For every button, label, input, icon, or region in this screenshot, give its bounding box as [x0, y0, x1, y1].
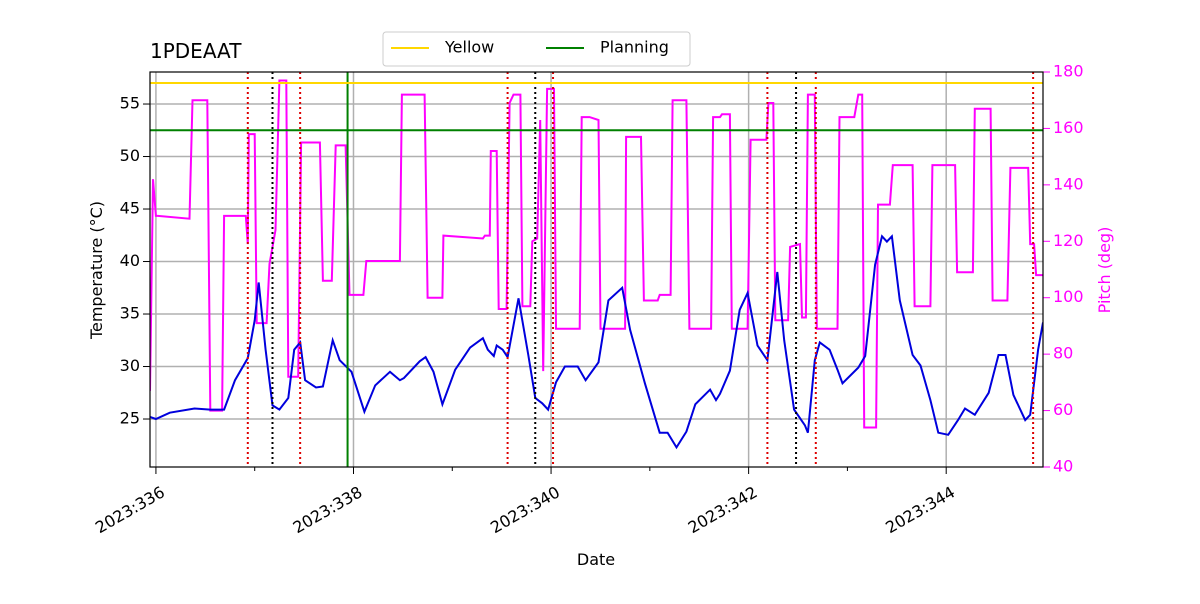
- x-tick-label: 2023:338: [290, 482, 366, 537]
- legend-box: [382, 31, 691, 67]
- x-tick-label: 2023:342: [685, 482, 761, 537]
- y2-tick-label: 120: [1053, 231, 1084, 250]
- y-tick-label: 40: [120, 251, 140, 270]
- data-line: [150, 79, 1043, 429]
- y2-axis-label: Pitch (deg): [1095, 227, 1114, 314]
- data-line: [150, 234, 1043, 450]
- y-tick-label: 55: [120, 94, 140, 113]
- x-tick-label: 2023:336: [92, 482, 168, 537]
- y-tick-label: 45: [120, 199, 140, 218]
- y2-tick-label: 100: [1053, 287, 1084, 306]
- y-tick-label: 30: [120, 356, 140, 375]
- plot-frame: [149, 71, 1044, 468]
- y-axis-label: Temperature (°C): [87, 201, 106, 340]
- x-tick-label: 2023:344: [882, 482, 958, 537]
- y2-tick-label: 60: [1053, 400, 1073, 419]
- x-axis-label: Date: [577, 550, 615, 569]
- y2-tick-label: 80: [1053, 344, 1073, 363]
- y2-tick-label: 180: [1053, 62, 1084, 81]
- y-tick-label: 50: [120, 146, 140, 165]
- chart-title: 1PDEAAT: [150, 39, 242, 63]
- y-tick-label: 25: [120, 409, 140, 428]
- legend-label: Yellow: [444, 38, 494, 57]
- y2-tick-label: 40: [1053, 457, 1073, 476]
- y-tick-label: 35: [120, 304, 140, 323]
- y2-tick-label: 160: [1053, 118, 1084, 137]
- x-tick-label: 2023:340: [487, 482, 563, 537]
- legend: Yellow Planning: [382, 31, 691, 67]
- y2-tick-label: 140: [1053, 174, 1084, 193]
- legend-label: Planning: [600, 38, 669, 57]
